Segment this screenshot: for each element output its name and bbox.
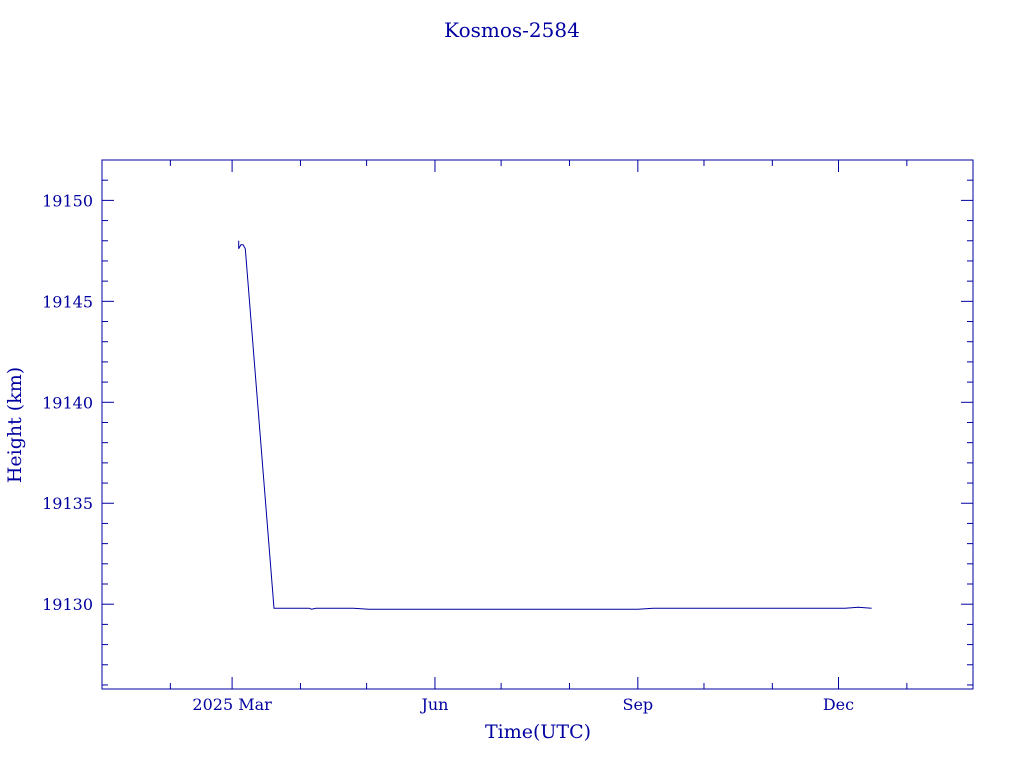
x-tick-labels: 2025 Mar Jun Sep Dec — [192, 695, 854, 714]
chart-title: Kosmos-2584 — [444, 18, 580, 42]
y-tick-label: 19145 — [42, 292, 93, 311]
axis-ticks — [102, 159, 973, 689]
y-tick-label: 19130 — [42, 595, 93, 614]
y-tick-labels: 19130 19135 19140 19145 19150 — [42, 191, 93, 614]
y-axis-label: Height (km) — [4, 367, 26, 483]
x-tick-label: Sep — [622, 695, 653, 714]
y-tick-label: 19150 — [42, 191, 93, 210]
plot-frame — [101, 159, 974, 690]
y-tick-label: 19140 — [42, 393, 93, 412]
x-axis-label: Time(UTC) — [485, 721, 591, 743]
x-tick-label: 2025 Mar — [192, 695, 272, 714]
x-tick-label: Jun — [419, 695, 448, 714]
height-series-line — [238, 240, 872, 610]
y-tick-label: 19135 — [42, 494, 93, 513]
x-tick-label: Dec — [823, 695, 854, 714]
